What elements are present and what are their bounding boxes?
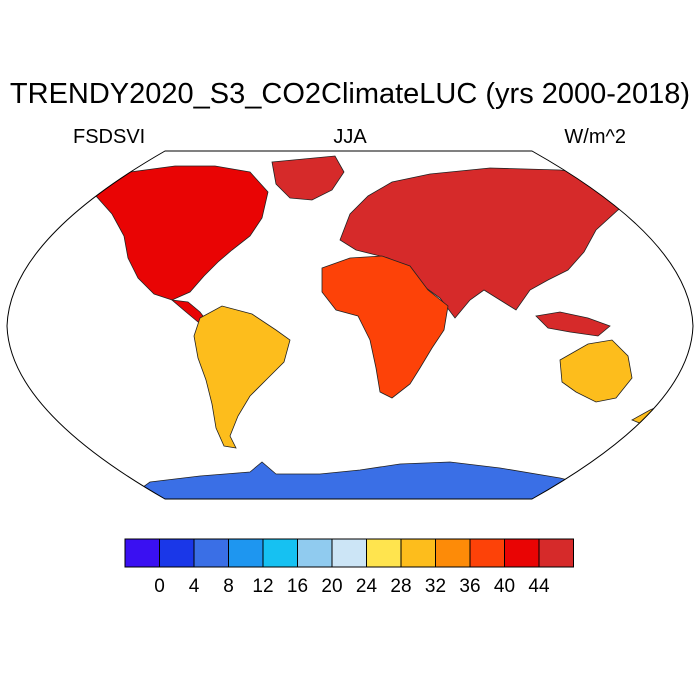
region-south-america: [193, 305, 291, 449]
colorbar-tick-label: 44: [528, 576, 550, 597]
colorbar-swatch: [331, 538, 367, 568]
colorbar-swatch: [366, 538, 402, 568]
colorbar-swatch: [297, 538, 333, 568]
colorbar-swatch: [262, 538, 298, 568]
region-australia: [559, 339, 633, 403]
colorbar-tick-label: 40: [494, 576, 515, 597]
season-label: JJA: [333, 126, 367, 148]
colorbar-swatch: [159, 538, 195, 568]
region-north-america: [95, 165, 269, 301]
units-label: W/m^2: [564, 126, 626, 148]
region-africa: [321, 255, 449, 399]
colorbar-swatch: [538, 538, 574, 568]
map-boundary: [6, 150, 694, 500]
colorbar-tick-label: 4: [189, 576, 200, 597]
colorbar-tick-label: 0: [154, 576, 165, 597]
colorbar-tick-label: 20: [321, 576, 342, 597]
colorbar-swatch: [435, 538, 471, 568]
colorbar-tick-label: 8: [223, 576, 234, 597]
region-greenland: [271, 155, 345, 201]
colorbar-tick-label: 16: [287, 576, 308, 597]
colorbar-swatch: [193, 538, 229, 568]
colorbar-swatch: [400, 538, 436, 568]
colorbar-tick-label: 36: [459, 576, 480, 597]
colorbar-tick-label: 32: [425, 576, 446, 597]
map-title: TRENDY2020_S3_CO2ClimateLUC (yrs 2000-20…: [9, 78, 691, 110]
variable-label: FSDSVI: [73, 126, 146, 148]
colorbar-swatch: [469, 538, 505, 568]
colorbar-tick-label: 24: [356, 576, 378, 597]
colorbar-tick-label: 28: [390, 576, 411, 597]
region-southeast-asia-islands: [535, 311, 611, 337]
colorbar-swatch: [504, 538, 540, 568]
colorbar-swatch: [124, 538, 160, 568]
colorbar-swatch: [228, 538, 264, 568]
colorbar-tick-label: 12: [252, 576, 273, 597]
